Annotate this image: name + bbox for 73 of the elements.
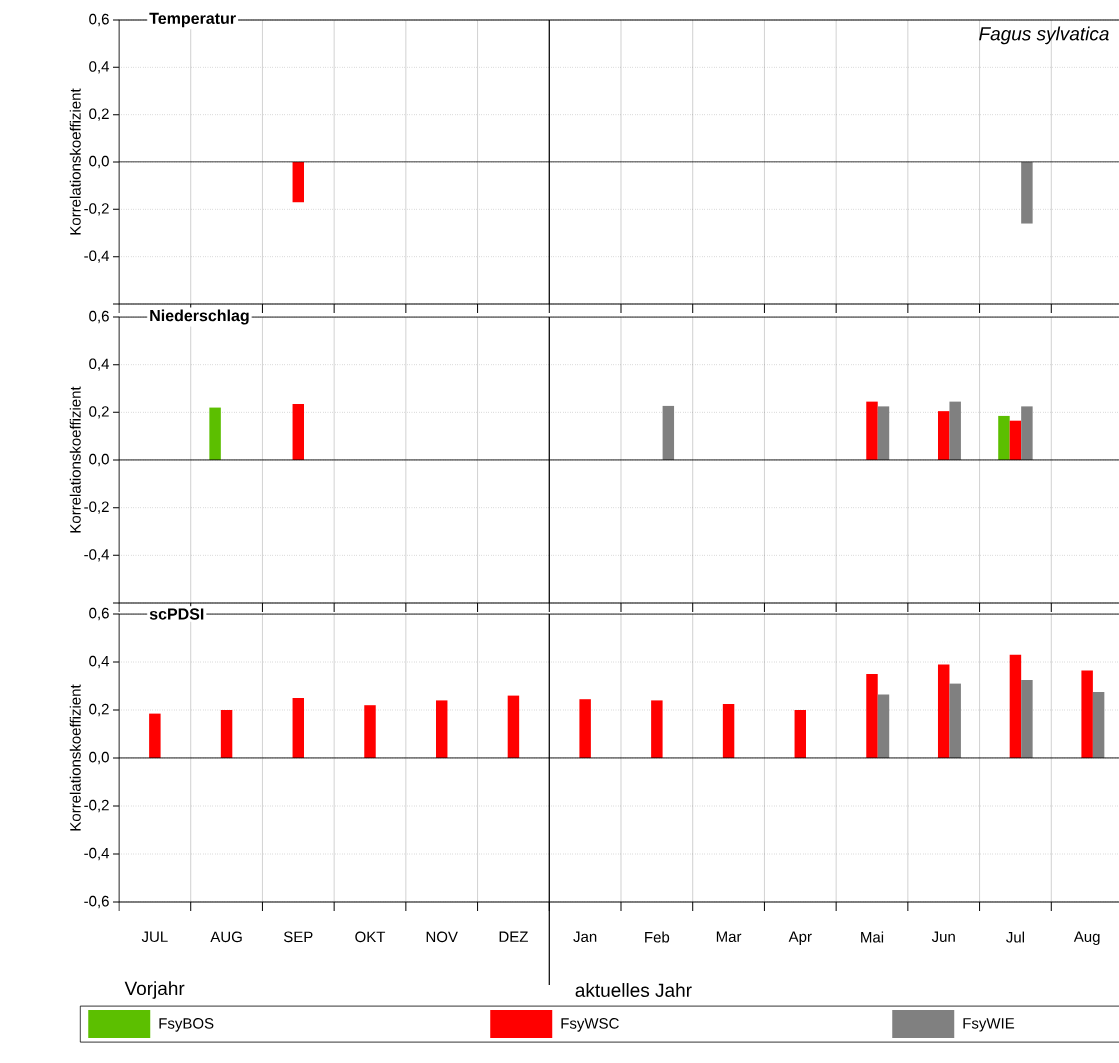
y-axis-title: Korrelationskoeffizient [69,386,81,533]
y-axis-title: Korrelationskoeffizient [69,684,81,831]
y-tick-label: 0,4 [89,655,110,669]
bar [937,411,950,461]
legend-label: FsyWIE [963,1018,1015,1032]
bar [877,406,890,461]
chart-title: Niederschlag [150,309,249,325]
bar [364,705,376,759]
y-tick-label: -0,2 [84,203,109,216]
y-tick-label: 0,4 [89,61,110,74]
bar [794,710,807,759]
bar [949,401,961,461]
y-axis-title: Korrelationskoeffizient [69,88,81,235]
y-tick-label: -0,4 [84,847,110,861]
x-tick-label: DEZ [499,931,528,942]
x-tick-label: Jul [1006,931,1024,943]
y-tick-label: 0,2 [89,406,109,419]
x-tick-label: Mar [716,931,742,943]
y-tick-label: -0,2 [84,799,109,813]
bar [507,695,520,759]
x-tick-label: AUG [210,931,242,943]
x-tick-label: Jan [573,931,597,943]
bar [1021,406,1033,461]
y-tick-label: -0,2 [84,501,109,514]
x-tick-label: Jun [931,931,955,943]
y-tick-label: 0,4 [89,358,110,371]
x-tick-label: Aug [1073,931,1100,945]
bar [651,700,663,759]
bar [209,407,221,461]
bar [722,704,735,759]
chart-title: Temperatur [149,12,236,28]
bar [998,415,1010,461]
x-tick-label: NOV [426,931,458,943]
x-tick-label: Apr [788,931,812,945]
bar [1009,420,1022,461]
bar [220,710,233,759]
bar [866,401,878,461]
y-tick-label: -0,6 [84,895,109,909]
y-tick-label: 0,0 [89,751,109,765]
legend-label: FsyWSC [561,1018,619,1032]
y-tick-label: 0,2 [89,703,109,717]
text: Vorjahr [124,981,185,999]
bar [1092,692,1105,759]
y-tick-label: 0,2 [89,108,109,121]
bar [1009,654,1022,759]
y-tick-label: 0,0 [89,155,109,169]
bar [292,698,305,759]
x-tick-label: Mai [861,931,884,943]
x-tick-label: Feb [645,931,670,943]
bar [877,694,890,759]
y-tick-label: 0,6 [89,607,109,621]
chart-title: scPDSI [149,608,204,620]
text: aktuelles Jahr [575,983,692,997]
y-tick-label: -0,4 [84,250,110,263]
x-tick-label: JUL [141,931,168,943]
y-tick-label: 0,0 [89,453,109,467]
bar [662,405,675,461]
x-tick-label: OKT [355,931,386,943]
bar [1021,680,1033,759]
bar [866,674,878,759]
bar [579,699,591,759]
x-tick-label: SEP [283,931,313,943]
annotation: Fagus sylvatica [979,26,1109,45]
bar [949,683,961,759]
y-tick-label: -0,4 [84,549,110,562]
legend-label: FsyBOS [159,1018,214,1032]
bar [1081,670,1093,759]
y-tick-label: 0,6 [89,13,109,27]
bar [435,700,448,759]
bar [292,404,305,461]
y-tick-label: 0,6 [89,310,109,324]
bar [937,664,950,759]
bar [149,713,161,759]
